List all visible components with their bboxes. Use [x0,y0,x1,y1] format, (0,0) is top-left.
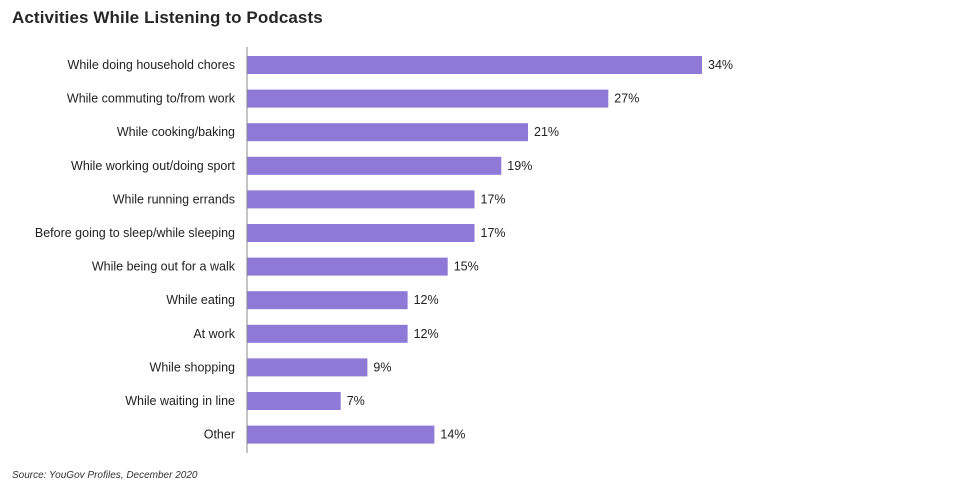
value-labels-group: 34% 27% 21% 19% 17% 17% 15% 12% 12% 9% 7% 14% [347,58,733,442]
value-label: 15% [454,260,479,274]
category-label: Other [204,428,235,442]
value-label: 34% [708,58,733,72]
bar-7 [247,291,408,310]
value-label: 9% [373,360,391,374]
bar-0 [247,56,702,74]
value-label: 7% [347,394,365,408]
bar-5 [247,224,475,242]
chart-title: Activities While Listening to Podcasts [12,8,323,27]
value-label: 27% [614,92,639,106]
value-label: 12% [414,327,439,341]
value-label: 21% [534,125,559,139]
category-label: While working out/doing sport [71,159,235,173]
category-label: While waiting in line [125,394,235,408]
bars-group [247,56,702,444]
source-note: Source: YouGov Profiles, December 2020 [12,470,198,481]
category-label: While cooking/baking [117,125,235,139]
category-label: At work [193,327,235,341]
category-label: While eating [166,293,235,307]
bar-10 [247,392,341,410]
category-label: While shopping [150,360,236,374]
category-label: While commuting to/from work [67,92,236,106]
bar-4 [247,190,475,209]
category-label: While running errands [113,192,235,206]
value-label: 12% [414,293,439,307]
value-label: 17% [481,226,506,240]
category-label: Before going to sleep/while sleeping [35,226,235,240]
value-label: 17% [481,192,506,206]
category-label: While being out for a walk [92,260,236,274]
category-label: While doing household chores [68,58,235,72]
bar-8 [247,324,408,343]
bar-3 [247,156,502,175]
bar-9 [247,358,368,377]
value-label: 19% [507,159,532,173]
category-labels-group: While doing household chores While commut… [35,58,236,442]
value-label: 14% [440,428,465,442]
bar-11 [247,425,435,444]
bar-2 [247,123,528,142]
bar-1 [247,89,609,108]
bar-6 [247,257,448,276]
